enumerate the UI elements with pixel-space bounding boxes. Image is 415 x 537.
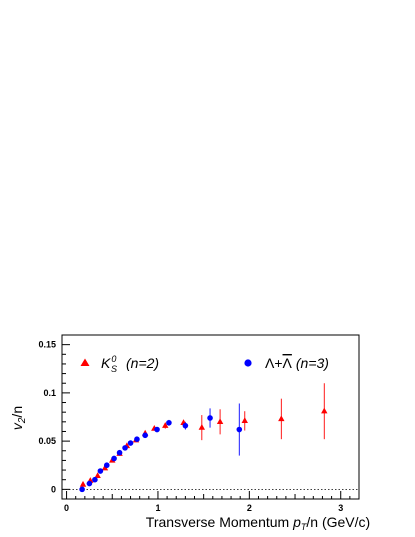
legend-lambda-suffix: (n=3) [296,355,329,371]
x-axis-title-var: p [292,514,301,530]
data-point-lambda [207,415,213,421]
y-axis-title-suffix: /n [9,406,25,418]
data-point-lambda [111,455,117,462]
data-point-kshort [101,464,109,471]
y-tick-label: 0.15 [38,340,56,350]
data-point-kshort [79,480,87,487]
legend: K0 S (n=2) Λ+Λ (n=3) [80,354,329,374]
y-tick-label: 0.05 [38,436,56,446]
data-point-kshort [162,422,169,428]
data-point-kshort [94,472,101,479]
data-point-kshort [198,424,206,430]
legend-label-kshort: K0 S (n=2) [101,354,159,374]
data-point-lambda [127,440,134,446]
data-point-lambda [122,445,128,451]
y-axis-title: v2/n [9,406,28,430]
data-point-lambda [134,436,140,442]
data-points [79,407,328,493]
legend-kshort-var: K [101,355,111,371]
x-tick-label: 1 [155,503,160,513]
data-point-lambda [79,486,85,493]
legend-lambda-text: Λ+ [265,355,283,371]
legend-lambda-bar: Λ [283,355,293,371]
data-point-lambda [236,426,243,433]
error-bars [81,383,325,492]
data-point-kshort [278,415,285,422]
x-tick-label: 0 [64,503,69,513]
legend-marker-kshort [80,358,90,366]
data-point-lambda [166,419,172,426]
y-axis-title-var: v [9,422,25,430]
plot-frame [61,334,360,500]
y-tick-label: 0.1 [43,388,56,398]
data-point-lambda [154,426,160,433]
x-axis-title: Transverse Momentum pT/n (GeV/c) [146,514,370,532]
data-point-lambda [86,480,93,487]
legend-label-lambda: Λ+Λ (n=3) [265,355,329,371]
data-point-kshort [321,407,328,414]
x-axis-title-prefix: Transverse Momentum [146,514,293,530]
data-point-lambda [182,422,189,429]
data-point-lambda [142,432,148,439]
data-point-lambda [103,462,110,469]
x-tick-label: 2 [247,503,252,513]
data-point-kshort [216,418,224,425]
data-point-lambda [97,468,104,474]
legend-kshort-sub: S [111,364,117,374]
x-tick-label: 3 [338,503,343,513]
axis-ticks: 0 1 2 3 0 0.05 0.1 0.15 [38,340,360,513]
data-point-kshort [241,417,248,424]
legend-marker-lambda [244,359,252,367]
legend-kshort-sup: 0 [111,354,116,364]
y-tick-label: 0 [51,484,56,494]
legend-kshort-suffix: (n=2) [126,355,159,371]
data-point-lambda [116,449,123,456]
y-axis-title-sub: 2 [17,417,28,424]
data-point-lambda [92,476,98,483]
x-axis-title-suffix: /n (GeV/c) [306,514,370,530]
x-axis-title-sub: T [301,522,308,532]
